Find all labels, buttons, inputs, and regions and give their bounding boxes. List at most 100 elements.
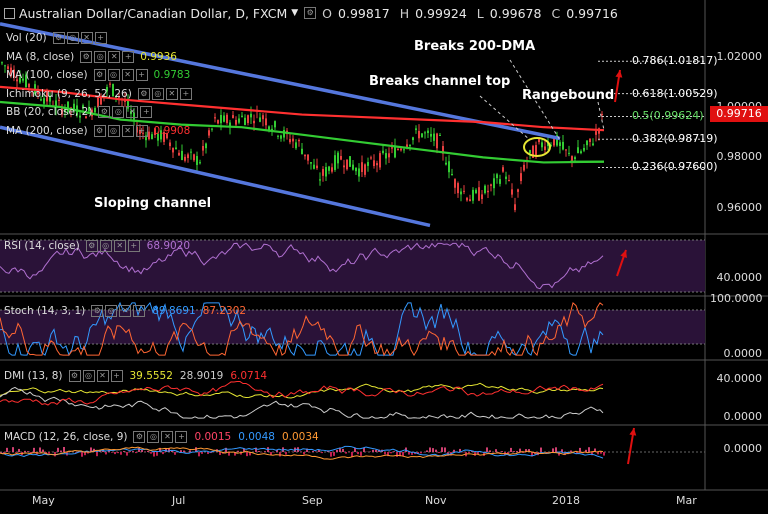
indicator-action-icon[interactable]: + (110, 370, 123, 382)
price-tick-label: 0.96000 (716, 200, 763, 214)
symbol-title[interactable]: Australian Dollar/Canadian Dollar, D, FX… (19, 5, 288, 21)
candle-body (577, 147, 579, 154)
legend-action-icon[interactable]: ✕ (126, 106, 139, 118)
indicator-action-icon[interactable]: + (133, 305, 146, 317)
legend-action-icon[interactable]: ◎ (112, 106, 125, 118)
main-legend-item[interactable]: BB (20, close, 2) ⚙ ◎ ✕ + (6, 106, 153, 118)
candle-body (172, 147, 174, 153)
candle-body (550, 144, 552, 146)
legend-label: BB (20, close, 2) (6, 106, 93, 118)
legend-action-icon[interactable]: ⚙ (80, 50, 93, 63)
indicator-action-icon[interactable]: ✕ (96, 370, 109, 382)
chevron-down-icon[interactable]: ▼ (291, 8, 299, 18)
legend-label: Vol (20) (6, 32, 47, 44)
legend-action-icon[interactable]: + (94, 32, 107, 44)
macd-histogram-bar (6, 447, 8, 452)
indicator-action-icon[interactable]: ⚙ (133, 431, 146, 443)
candle-body (535, 145, 537, 157)
legend-action-icon[interactable]: ◎ (94, 50, 107, 63)
candle-body (310, 162, 312, 164)
legend-action-icon[interactable]: ✕ (121, 124, 134, 137)
stoch-label[interactable]: Stoch (14, 3, 1) ⚙ ◎ ✕ +89.8691 87.2302 (4, 305, 246, 317)
legend-action-icon[interactable]: + (140, 106, 153, 118)
rsi-line (0, 242, 604, 290)
legend-action-icon[interactable]: ◎ (107, 69, 120, 81)
macd-histogram-bar (303, 452, 305, 455)
candle-body (136, 127, 138, 133)
dmi-label[interactable]: DMI (13, 8) ⚙ ◎ ✕ +39.5552 28.9019 6.0714 (4, 370, 267, 382)
macd-histogram-bar (390, 452, 392, 454)
legend-action-icon[interactable]: + (122, 50, 135, 63)
legend-action-icon[interactable]: ◎ (107, 124, 120, 137)
macd-histogram-bar (318, 450, 320, 452)
candle-body (415, 128, 417, 131)
macd-tick-label: 0.0000 (723, 442, 763, 455)
legend-action-icon[interactable]: + (135, 124, 148, 137)
legend-action-icon[interactable]: ✕ (80, 32, 93, 44)
main-legend-item[interactable]: MA (200, close) ⚙ ◎ ✕ +0.9908 (6, 124, 191, 137)
candle-body (457, 183, 459, 194)
candle-body (169, 142, 171, 147)
rsi-label[interactable]: RSI (14, close) ⚙ ◎ ✕ +68.9020 (4, 240, 190, 252)
legend-action-icon[interactable]: ◎ (151, 87, 164, 100)
indicator-action-icon[interactable]: + (127, 240, 140, 252)
legend-action-icon[interactable]: ✕ (165, 87, 178, 100)
legend-value: 0.9908 (153, 124, 191, 137)
macd-histogram-bar (39, 447, 41, 452)
legend-action-icon[interactable]: ⚙ (137, 87, 150, 100)
legend-action-icon[interactable]: + (135, 69, 148, 81)
legend-action-icon[interactable]: ⚙ (52, 32, 65, 44)
legend-action-icon[interactable]: ✕ (121, 69, 134, 81)
macd-histogram-bar (408, 452, 410, 455)
indicator-action-icon[interactable]: ◎ (82, 370, 95, 382)
candle-body (304, 154, 306, 157)
candle-body (343, 165, 345, 168)
macd-histogram-bar (138, 447, 140, 452)
macd-histogram-bar (156, 452, 158, 456)
candle-body (202, 146, 204, 151)
macd-histogram-bar (588, 447, 590, 452)
candle-body (508, 179, 510, 181)
indicator-action-icon[interactable]: ⚙ (68, 370, 81, 382)
collapse-icon[interactable] (4, 7, 15, 19)
indicator-action-icon[interactable]: ⚙ (91, 305, 104, 317)
rsi-tick-label: 40.0000 (716, 271, 763, 284)
legend-action-icon[interactable]: ◎ (66, 32, 79, 44)
legend-action-icon[interactable]: ⚙ (93, 124, 106, 137)
settings-icon[interactable]: ⚙ (304, 7, 317, 19)
indicator-action-icon[interactable]: ◎ (147, 431, 160, 443)
legend-action-icon[interactable]: ⚙ (93, 69, 106, 81)
legend-label: MA (100, close) (6, 69, 88, 81)
indicator-action-icon[interactable]: ⚙ (85, 240, 98, 252)
legend-action-icon[interactable]: ✕ (108, 50, 121, 63)
candle-body (406, 144, 408, 149)
main-legend-item[interactable]: MA (100, close) ⚙ ◎ ✕ +0.9783 (6, 69, 190, 81)
candle-body (418, 130, 420, 139)
legend-buttons: ⚙ ◎ ✕ + (80, 50, 135, 63)
macd-histogram-bar (387, 452, 389, 457)
legend-action-icon[interactable]: ⚙ (98, 106, 111, 118)
main-legend-item[interactable]: Vol (20) ⚙ ◎ ✕ + (6, 32, 107, 44)
indicator-action-icon[interactable]: + (175, 431, 188, 443)
candle-body (574, 157, 576, 160)
macd-label[interactable]: MACD (12, 26, close, 9) ⚙ ◎ ✕ +0.0015 0.0048 0… (4, 431, 319, 443)
candle-body (160, 130, 162, 140)
candle-body (280, 135, 282, 139)
macd-histogram-bar (576, 452, 578, 454)
macd-histogram-bar (201, 452, 203, 454)
indicator-action-icon[interactable]: ◎ (105, 305, 118, 317)
candle-body (220, 114, 222, 124)
macd-histogram-bar (210, 452, 212, 454)
indicator-action-icon[interactable]: ✕ (119, 305, 132, 317)
main-legend-item[interactable]: Ichimoku (9, 26, 52, 26) ⚙ ◎ ✕ + (6, 87, 192, 100)
macd-histogram-bar (30, 452, 32, 454)
indicator-action-icon[interactable]: ✕ (113, 240, 126, 252)
candle-body (322, 168, 324, 176)
indicator-action-icon[interactable]: ✕ (161, 431, 174, 443)
indicator-action-icon[interactable]: ◎ (99, 240, 112, 252)
candle-body (10, 67, 12, 77)
legend-action-icon[interactable]: + (179, 87, 192, 100)
candle-body (64, 109, 66, 113)
main-legend-item[interactable]: MA (8, close) ⚙ ◎ ✕ +0.9936 (6, 50, 177, 63)
